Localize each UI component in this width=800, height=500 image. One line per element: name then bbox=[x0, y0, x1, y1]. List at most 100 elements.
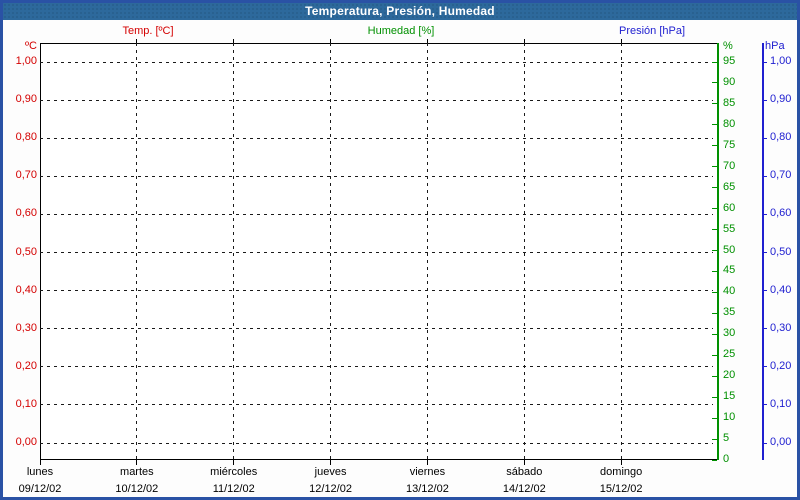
pressure-axis-tick bbox=[762, 61, 767, 63]
temp-axis-tick-label: 0,50 bbox=[15, 245, 37, 258]
humidity-axis-tick bbox=[712, 208, 717, 210]
window-titlebar[interactable]: Temperatura, Presión, Humedad bbox=[3, 3, 797, 20]
pressure-axis-tick-label: 0,10 bbox=[770, 397, 792, 410]
pressure-axis-tick-label: 0,00 bbox=[770, 436, 792, 448]
legend-temp: Temp. [ºC] bbox=[122, 25, 174, 37]
top-axis-tick bbox=[136, 39, 138, 43]
pressure-axis-tick-label: 0,80 bbox=[770, 131, 792, 144]
top-axis-tick bbox=[523, 39, 525, 43]
top-axis-tick bbox=[620, 39, 622, 43]
h-gridline bbox=[40, 290, 713, 292]
humidity-axis-tick-label: 20 bbox=[723, 369, 736, 382]
x-axis-day-date: 14/12/02 bbox=[502, 483, 546, 495]
humidity-axis-tick bbox=[712, 333, 717, 335]
humidity-axis-tick bbox=[712, 124, 717, 126]
x-axis-day-date: 15/12/02 bbox=[599, 483, 643, 495]
x-axis-tick bbox=[620, 460, 622, 465]
x-axis-tick bbox=[233, 460, 235, 465]
humidity-axis-tick-label: 90 bbox=[723, 75, 736, 88]
humidity-axis-tick-label: 5 bbox=[723, 432, 730, 445]
pressure-axis-tick bbox=[762, 442, 767, 444]
humidity-axis-tick-label: 30 bbox=[723, 327, 736, 340]
x-axis-day-name: domingo bbox=[600, 466, 643, 478]
h-gridline bbox=[40, 175, 713, 177]
x-axis-day-name: lunes bbox=[26, 466, 54, 478]
humidity-axis-tick bbox=[712, 417, 717, 419]
humidity-axis-tick-label: 10 bbox=[723, 411, 736, 424]
humidity-axis-tick bbox=[712, 270, 717, 272]
x-axis-day-name: jueves bbox=[314, 466, 347, 478]
temp-axis-tick-label: 1,00 bbox=[15, 55, 37, 67]
h-gridline bbox=[40, 61, 713, 63]
x-axis-day-name: viernes bbox=[409, 466, 446, 478]
humidity-axis-tick-label: 80 bbox=[723, 117, 736, 130]
humidity-axis-tick bbox=[712, 103, 717, 105]
x-axis-tick bbox=[136, 460, 138, 465]
humidity-axis-tick bbox=[712, 354, 717, 356]
pressure-axis-tick-label: 1,00 bbox=[770, 55, 792, 67]
humidity-axis-tick-label: 85 bbox=[723, 96, 736, 109]
temp-axis-tick-label: 0,10 bbox=[15, 397, 37, 410]
humidity-axis-tick-label: 55 bbox=[723, 222, 736, 235]
humidity-axis-line bbox=[717, 43, 719, 460]
humidity-axis-tick bbox=[712, 312, 717, 314]
humidity-axis-tick bbox=[712, 187, 717, 189]
h-gridline bbox=[40, 137, 713, 139]
window-title: Temperatura, Presión, Humedad bbox=[305, 4, 495, 18]
v-gridline bbox=[620, 43, 622, 460]
humidity-axis-tick bbox=[712, 82, 717, 84]
humidity-axis-tick-label: 70 bbox=[723, 159, 736, 172]
humidity-axis-tick bbox=[712, 229, 717, 231]
top-axis-tick bbox=[426, 39, 428, 43]
pressure-axis-tick-label: 0,20 bbox=[770, 359, 792, 372]
humidity-axis-tick-label: 75 bbox=[723, 138, 736, 151]
x-axis-tick bbox=[426, 460, 428, 465]
humidity-axis-tick bbox=[712, 291, 717, 293]
humidity-axis-tick bbox=[712, 145, 717, 147]
humidity-axis-tick bbox=[712, 459, 717, 461]
pressure-axis-tick bbox=[762, 175, 767, 177]
pressure-axis-tick-label: 0,50 bbox=[770, 245, 792, 258]
humidity-axis-tick-label: 50 bbox=[723, 243, 736, 256]
x-axis-day-name: miércoles bbox=[210, 466, 258, 478]
h-gridline bbox=[40, 442, 713, 444]
humidity-axis-tick-label: 40 bbox=[723, 285, 736, 298]
pressure-axis-tick-label: 0,90 bbox=[770, 93, 792, 106]
x-axis-day-name: sábado bbox=[506, 466, 543, 478]
plot-area bbox=[40, 43, 718, 460]
humidity-axis-tick-label: 45 bbox=[723, 264, 736, 277]
x-axis-tick bbox=[523, 460, 525, 465]
pressure-axis-unit: hPa bbox=[765, 40, 785, 52]
v-gridline bbox=[136, 43, 138, 460]
x-axis-tick bbox=[39, 460, 41, 465]
humidity-axis-tick-label: 25 bbox=[723, 348, 736, 361]
humidity-axis-tick-label: 35 bbox=[723, 306, 736, 319]
h-gridline bbox=[40, 404, 713, 406]
humidity-axis-unit: % bbox=[723, 40, 733, 52]
temp-axis-tick-label: 0,80 bbox=[15, 131, 37, 144]
temp-axis-unit: ºC bbox=[25, 40, 37, 52]
pressure-axis-tick bbox=[762, 328, 767, 330]
temp-axis-tick-label: 0,00 bbox=[15, 436, 37, 448]
h-gridline bbox=[40, 99, 713, 101]
top-axis-tick bbox=[233, 39, 235, 43]
x-axis-day-name: martes bbox=[120, 466, 154, 478]
v-gridline bbox=[523, 43, 525, 460]
v-gridline bbox=[330, 43, 332, 460]
h-gridline bbox=[40, 366, 713, 368]
x-axis-day-date: 13/12/02 bbox=[406, 483, 449, 495]
humidity-axis-tick bbox=[712, 438, 717, 440]
pressure-axis-tick bbox=[762, 213, 767, 215]
temp-axis-tick-label: 0,70 bbox=[15, 169, 37, 182]
temp-axis-tick-label: 0,90 bbox=[15, 93, 37, 106]
x-axis-day-date: 12/12/02 bbox=[309, 483, 352, 495]
pressure-axis-tick-label: 0,40 bbox=[770, 283, 792, 296]
humidity-axis-tick-label: 95 bbox=[723, 55, 736, 67]
humidity-axis-tick-label: 60 bbox=[723, 201, 736, 214]
x-axis-tick bbox=[330, 460, 332, 465]
humidity-axis-tick-label: 0 bbox=[723, 453, 730, 465]
h-gridline bbox=[40, 252, 713, 253]
humidity-axis-tick bbox=[712, 375, 717, 377]
x-axis-day-date: 09/12/02 bbox=[18, 483, 62, 495]
